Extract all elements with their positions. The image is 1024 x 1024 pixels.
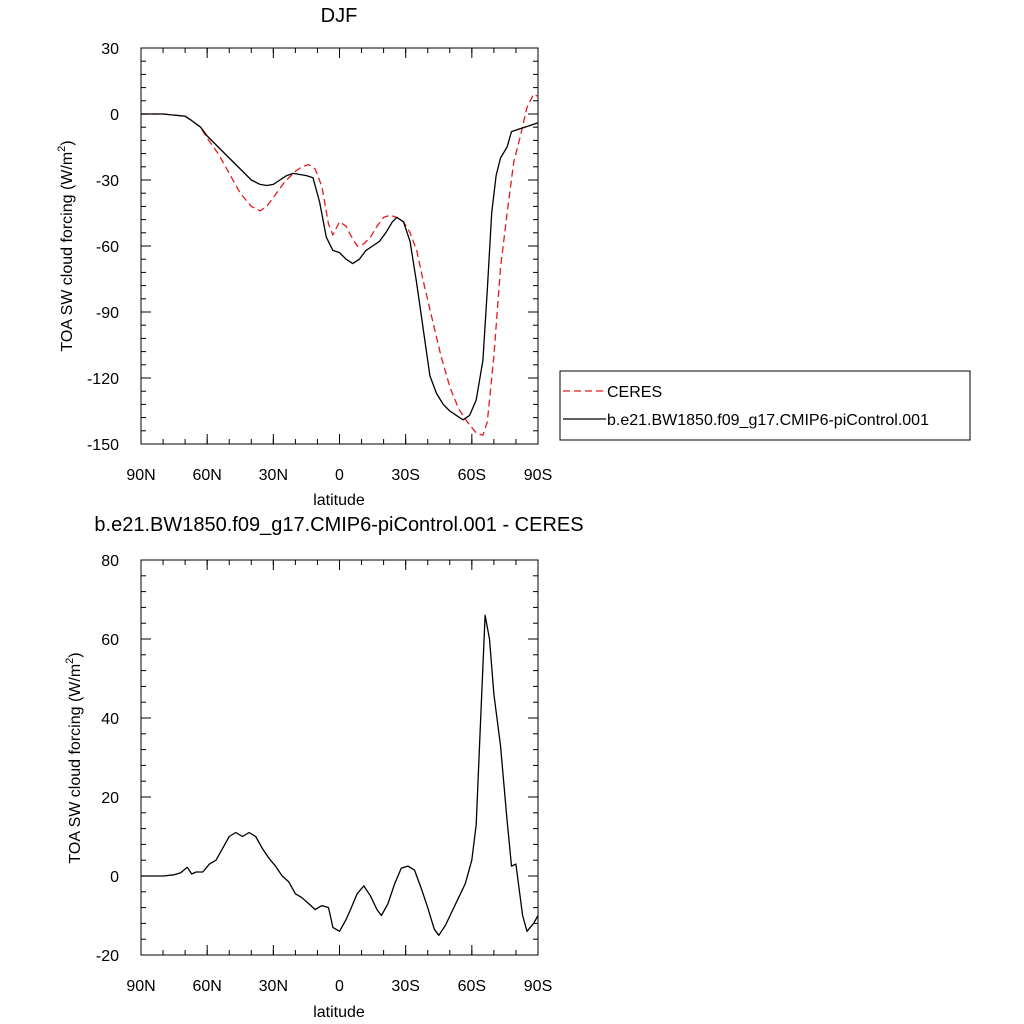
legend-label-ceres: CERES [607,384,662,401]
y-tick-label: -90 [96,305,119,322]
panel-djf: DJF 30 0 -30 -60 -90 -120 -150 90N 60N 30N 0 30S 60… [56,5,552,509]
x-tick-label: 30N [259,978,288,995]
x-tick-labels: 90N 60N 30N 0 30S 60S 90S [126,978,552,995]
x-axis-label: latitude [313,492,365,509]
x-axis-label: latitude [313,1004,365,1021]
x-tick-label: 60S [458,467,486,484]
x-tick-label: 30S [391,978,419,995]
x-tick-label: 60N [192,467,221,484]
y-axis-label: TOA SW cloud forcing (W/m2) [56,140,76,351]
legend-label-model: b.e21.BW1850.f09_g17.CMIP6-piControl.001 [607,412,929,429]
y-tick-label: 60 [101,632,119,649]
y-tick-label: -120 [87,371,119,388]
x-tick-label: 0 [335,467,344,484]
axis-ticks [140,47,539,445]
chart-title: b.e21.BW1850.f09_g17.CMIP6-piControl.001… [94,514,583,536]
y-axis-label-superscript: 2 [56,146,68,152]
x-tick-label: 0 [335,978,344,995]
legend-box [559,370,971,441]
y-tick-label: 20 [101,790,119,807]
legend: CERES b.e21.BW1850.f09_g17.CMIP6-piContr… [559,370,971,441]
y-axis-label-end: ) [59,140,76,145]
series-line-ceres [141,93,539,436]
x-tick-label: 60N [192,978,221,995]
y-axis-label-main: TOA SW cloud forcing (W/m [59,152,76,352]
series-lines [141,93,539,436]
y-tick-label: -150 [87,437,119,454]
y-tick-label: 30 [101,41,119,58]
y-tick-label: 40 [101,711,119,728]
x-tick-label: 90N [126,978,155,995]
y-axis-label: TOA SW cloud forcing (W/m2) [64,652,84,863]
panel-difference: b.e21.BW1850.f09_g17.CMIP6-piControl.001… [64,514,584,1021]
y-tick-label: -60 [96,239,119,256]
series-line-model [141,113,539,421]
y-tick-label: -20 [96,948,119,965]
chart-title: DJF [321,5,358,27]
y-tick-labels: 80 60 40 20 0 -20 [96,553,119,965]
y-tick-label: -30 [96,173,119,190]
x-tick-label: 30S [391,467,419,484]
x-tick-label: 90S [524,978,552,995]
x-tick-label: 60S [458,978,486,995]
y-tick-label: 80 [101,553,119,570]
y-axis-label-main: TOA SW cloud forcing (W/m [67,664,84,864]
y-tick-label: 0 [110,869,119,886]
y-axis-label-end: ) [67,652,84,657]
x-tick-label: 90N [126,467,155,484]
axis-ticks [140,559,539,956]
x-tick-labels: 90N 60N 30N 0 30S 60S 90S [126,467,552,484]
series-line-difference [141,614,539,936]
x-tick-label: 90S [524,467,552,484]
y-axis-label-superscript: 2 [64,658,76,664]
series-lines [141,614,539,936]
y-tick-label: 0 [110,107,119,124]
y-tick-labels: 30 0 -30 -60 -90 -120 -150 [87,41,119,454]
x-tick-label: 30N [259,467,288,484]
